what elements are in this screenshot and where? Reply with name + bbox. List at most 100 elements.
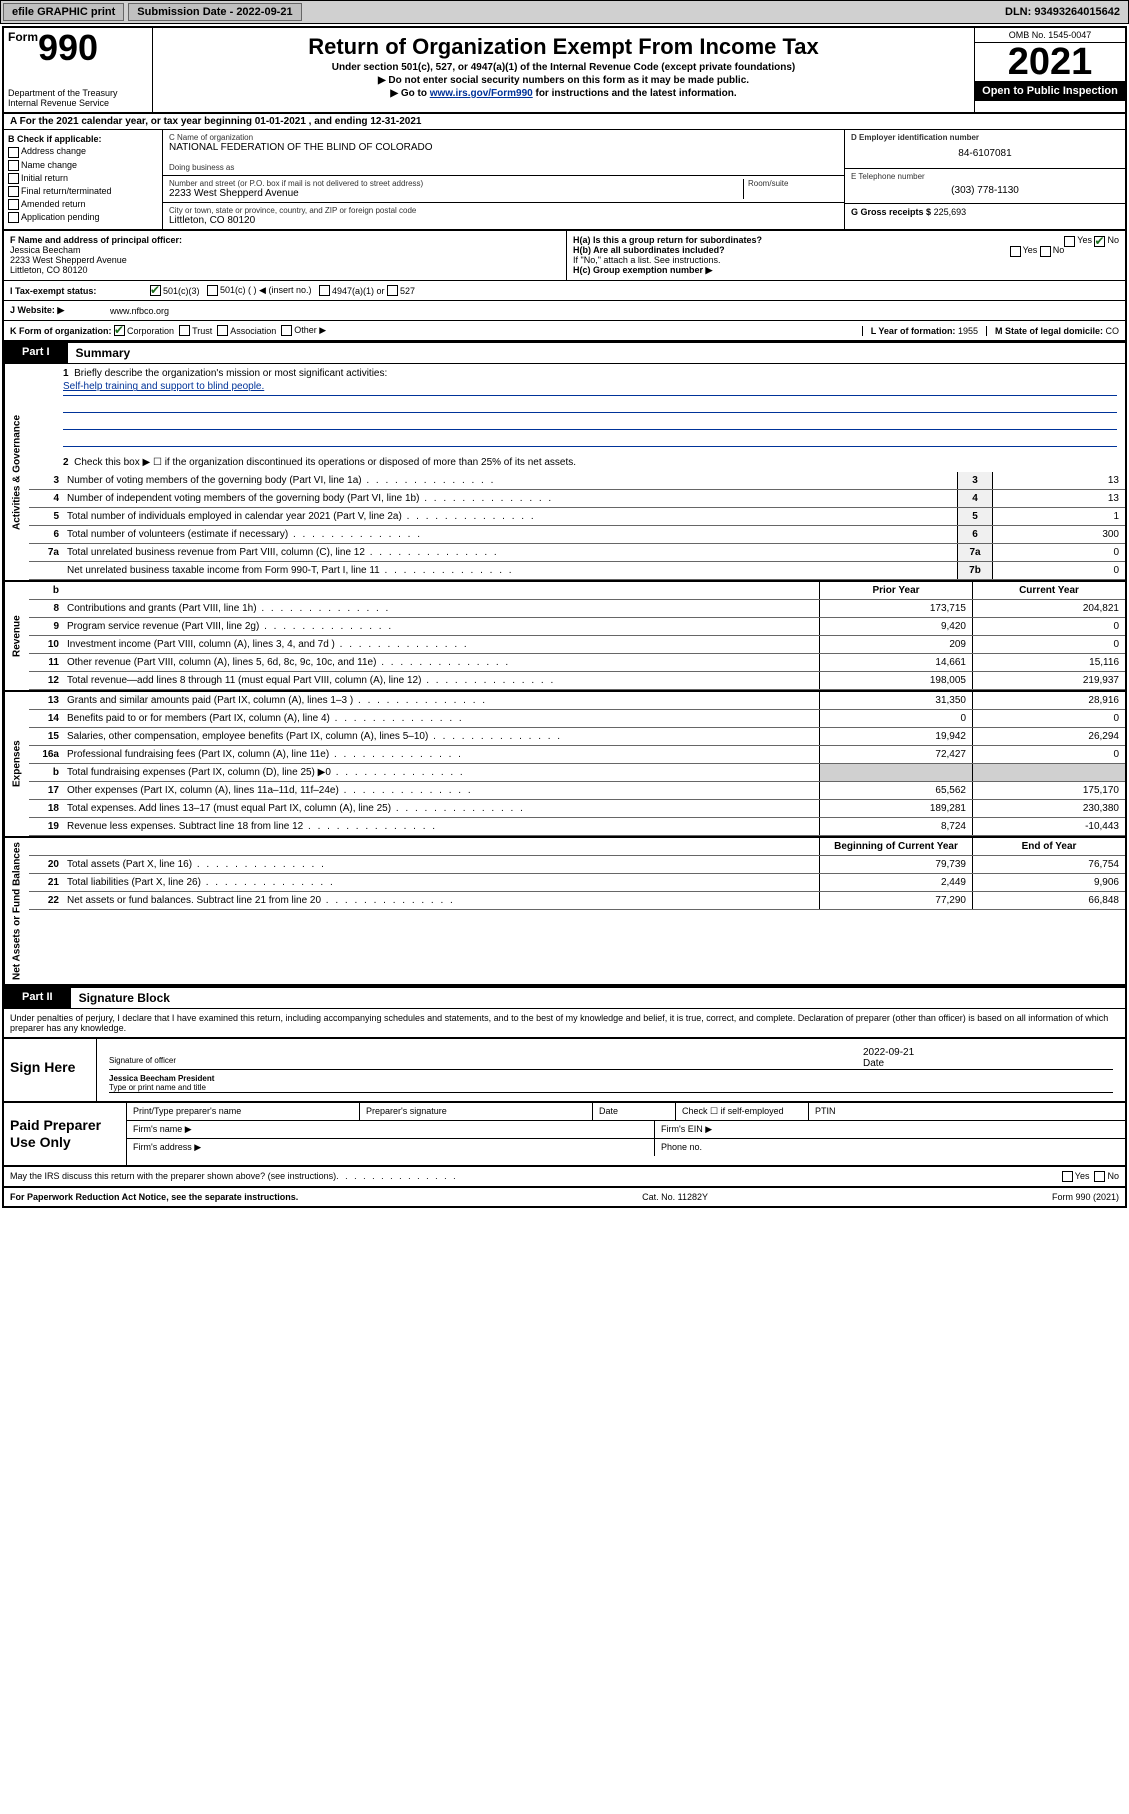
e-phone-label: E Telephone number [851, 172, 1119, 181]
e-phone-value: (303) 778-1130 [851, 181, 1119, 200]
signer-name-label: Type or print name and title [109, 1083, 206, 1092]
summary-row: 9Program service revenue (Part VIII, lin… [29, 618, 1125, 636]
col-d-e-g: D Employer identification number 84-6107… [845, 130, 1125, 229]
city-value: Littleton, CO 80120 [169, 215, 838, 226]
sig-date-label: Date [863, 1058, 884, 1069]
signer-name: Jessica Beecham President [109, 1074, 214, 1083]
section-f-h: F Name and address of principal officer:… [4, 231, 1125, 281]
row-a-tax-year: A For the 2021 calendar year, or tax yea… [4, 114, 1125, 130]
check-final-return[interactable] [8, 186, 19, 197]
hb-yes-check[interactable] [1010, 246, 1021, 257]
discuss-yes-check[interactable] [1062, 1171, 1073, 1182]
subtitle-3-pre: ▶ Go to [390, 88, 429, 99]
dept-label: Department of the Treasury [8, 88, 148, 98]
irs-link[interactable]: www.irs.gov/Form990 [430, 88, 533, 99]
discuss-question: May the IRS discuss this return with the… [10, 1171, 336, 1182]
g-gross-value: 225,693 [934, 207, 967, 217]
website-value: www.nfbco.org [110, 306, 169, 316]
h-note: If "No," attach a list. See instructions… [573, 255, 1119, 265]
open-inspection-badge: Open to Public Inspection [975, 81, 1125, 101]
prep-name-label: Print/Type preparer's name [127, 1103, 360, 1120]
signature-block: Sign Here Signature of officer 2022-09-2… [4, 1038, 1125, 1103]
year-formation: 1955 [958, 326, 978, 336]
section-activities-governance: Activities & Governance 1 Briefly descri… [4, 364, 1125, 582]
sig-officer-label: Signature of officer [109, 1056, 176, 1065]
summary-row: 19Revenue less expenses. Subtract line 1… [29, 818, 1125, 836]
vtab-governance: Activities & Governance [4, 364, 29, 580]
discuss-no-check[interactable] [1094, 1171, 1105, 1182]
summary-row: bTotal fundraising expenses (Part IX, co… [29, 764, 1125, 782]
street-value: 2233 West Shepperd Avenue [169, 188, 743, 199]
summary-row: 16aProfessional fundraising fees (Part I… [29, 746, 1125, 764]
part1-title: Summary [68, 343, 139, 363]
f-label: F Name and address of principal officer: [10, 235, 560, 245]
d-ein-label: D Employer identification number [851, 133, 1119, 142]
part2-header: Part II Signature Block [4, 986, 1125, 1009]
header-center-cell: Return of Organization Exempt From Incom… [153, 28, 975, 112]
section-b-identity: B Check if applicable: Address change Na… [4, 130, 1125, 231]
f-officer-addr1: 2233 West Shepperd Avenue [10, 255, 560, 265]
check-application-pending[interactable] [8, 212, 19, 223]
header-left-cell: Form990 Department of the Treasury Inter… [4, 28, 153, 112]
check-4947[interactable] [319, 285, 330, 296]
check-501c[interactable] [207, 285, 218, 296]
ha-yes-check[interactable] [1064, 236, 1075, 247]
summary-row: 22Net assets or fund balances. Subtract … [29, 892, 1125, 910]
col-b-checkboxes: B Check if applicable: Address change Na… [4, 130, 163, 229]
city-label: City or town, state or province, country… [169, 206, 838, 215]
firm-phone-label: Phone no. [655, 1139, 1125, 1156]
prep-ptin-label: PTIN [809, 1103, 1125, 1120]
form-990-page: Form990 Department of the Treasury Inter… [2, 26, 1127, 1208]
d-ein-value: 84-6107081 [851, 142, 1119, 165]
state-domicile: CO [1106, 326, 1120, 336]
vtab-expenses: Expenses [4, 692, 29, 836]
hb-row: H(b) Are all subordinates included? Yes … [573, 245, 1119, 255]
prep-self-employed: Check ☐ if self-employed [676, 1103, 809, 1120]
form-number: 990 [38, 27, 98, 68]
tax-year: 2021 [975, 43, 1125, 81]
summary-row: 17Other expenses (Part IX, column (A), l… [29, 782, 1125, 800]
check-association[interactable] [217, 325, 228, 336]
efile-print-button[interactable]: efile GRAPHIC print [3, 3, 124, 21]
subtitle-2: ▶ Do not enter social security numbers o… [157, 75, 970, 86]
check-initial-return[interactable] [8, 173, 19, 184]
subtitle-3-post: for instructions and the latest informat… [533, 88, 737, 99]
firm-addr-label: Firm's address ▶ [127, 1139, 655, 1156]
check-501c3[interactable] [150, 285, 161, 296]
check-corporation[interactable] [114, 325, 125, 336]
penalty-declaration: Under penalties of perjury, I declare th… [4, 1009, 1125, 1038]
summary-row: 3Number of voting members of the governi… [29, 472, 1125, 490]
form-prefix: Form [8, 30, 38, 44]
col-c-org-info: C Name of organization NATIONAL FEDERATI… [163, 130, 845, 229]
street-label: Number and street (or P.O. box if mail i… [169, 179, 743, 188]
check-527[interactable] [387, 285, 398, 296]
row-k-form-org: K Form of organization: Corporation Trus… [4, 321, 1125, 341]
sign-here-label: Sign Here [4, 1039, 97, 1101]
col-current-year: Current Year [972, 582, 1125, 599]
summary-row: 8Contributions and grants (Part VIII, li… [29, 600, 1125, 618]
hb-no-check[interactable] [1040, 246, 1051, 257]
submission-date-button[interactable]: Submission Date - 2022-09-21 [128, 3, 301, 21]
paid-preparer-label: Paid Preparer Use Only [4, 1103, 127, 1165]
form-version: Form 990 (2021) [1052, 1192, 1119, 1202]
summary-row: 5Total number of individuals employed in… [29, 508, 1125, 526]
part1-header: Part I Summary [4, 341, 1125, 364]
c-name-label: C Name of organization [169, 133, 838, 142]
part2-tab: Part II [4, 988, 71, 1008]
check-name-change[interactable] [8, 160, 19, 171]
subtitle-1: Under section 501(c), 527, or 4947(a)(1)… [157, 62, 970, 73]
check-address-change[interactable] [8, 147, 19, 158]
col-end-year: End of Year [972, 838, 1125, 855]
check-trust[interactable] [179, 325, 190, 336]
col-beginning-year: Beginning of Current Year [819, 838, 972, 855]
ha-no-check[interactable] [1094, 236, 1105, 247]
section-revenue: Revenue b Prior Year Current Year 8Contr… [4, 582, 1125, 692]
dln-label: DLN: 93493264015642 [1005, 6, 1126, 18]
check-other[interactable] [281, 325, 292, 336]
summary-row: 6Total number of volunteers (estimate if… [29, 526, 1125, 544]
row-b-marker: b [29, 582, 63, 599]
firm-ein-label: Firm's EIN ▶ [655, 1121, 1125, 1138]
check-amended-return[interactable] [8, 199, 19, 210]
g-gross-label: G Gross receipts $ [851, 207, 931, 217]
summary-row: 11Other revenue (Part VIII, column (A), … [29, 654, 1125, 672]
